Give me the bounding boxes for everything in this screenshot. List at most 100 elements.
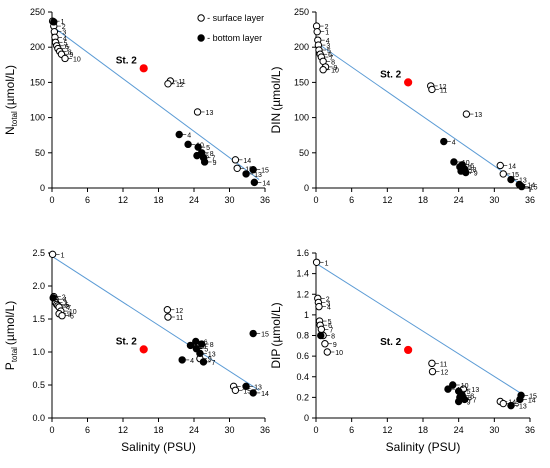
point-label: 12 [176, 82, 184, 89]
surface-layer-point [318, 326, 324, 332]
y-tick-label: 1.6 [296, 248, 309, 258]
y-axis-title-unit: (µmol/L) [269, 67, 283, 111]
x-tick-label: 6 [349, 425, 354, 435]
trend-line [316, 42, 524, 186]
station-label: St. 2 [116, 55, 138, 66]
x-tick-label: 30 [224, 425, 234, 435]
x-tick-label: 0 [313, 425, 318, 435]
y-tick-label: 0 [40, 183, 45, 193]
y-tick-label: 1.5 [32, 314, 45, 324]
y-axis-title-main: DIN [269, 113, 283, 134]
bottom-layer-point [318, 332, 324, 338]
surface-layer-point [164, 307, 170, 313]
y-tick-label: 1.2 [296, 289, 309, 299]
x-tick-label: 36 [260, 195, 270, 205]
y-tick-label: 0.4 [296, 372, 309, 382]
x-tick-label: 24 [454, 425, 464, 435]
y-tick-label: 1.0 [32, 347, 45, 357]
bottom-layer-point [451, 159, 457, 165]
point-label: 10 [73, 56, 81, 63]
x-tick-label: 24 [454, 195, 464, 205]
legend: - surface layer- bottom layer [198, 13, 264, 43]
surface-layer-point [62, 55, 68, 61]
surface-layer-point [59, 313, 65, 319]
y-tick-label: 2.5 [32, 248, 45, 258]
y-axis-title-sub: total [10, 347, 19, 362]
point-label: 11 [440, 87, 447, 94]
point-label: 9 [474, 171, 478, 178]
bottom-layer-point [250, 330, 256, 336]
x-tick-label: 18 [153, 195, 163, 205]
chart-panel: 0 6 12 18 24 30 360.00.51.01.52.02.5Ptotal(µmo… [3, 248, 270, 454]
legend-surface-marker [198, 15, 204, 21]
y-tick-label: 1 [304, 310, 309, 320]
trend-line [316, 263, 524, 395]
x-tick-label: 36 [525, 425, 535, 435]
point-label: 9 [213, 160, 217, 167]
point-label: 9 [333, 342, 337, 349]
y-tick-label: 100 [294, 113, 309, 123]
y-axis-title-main: P [3, 362, 17, 370]
y-axis-title-unit: (µmol/L) [3, 301, 17, 345]
bottom-layer-point [194, 152, 200, 158]
y-tick-label: 200 [30, 42, 45, 52]
point-label: 11 [176, 315, 183, 322]
point-label: 10 [335, 350, 343, 357]
point-label: 13 [206, 110, 214, 117]
surface-layer-point [500, 171, 506, 177]
bottom-layer-point [517, 396, 523, 402]
y-tick-label: 150 [30, 77, 45, 87]
y-tick-label: 250 [30, 7, 45, 17]
station-label: St. 2 [380, 337, 402, 348]
surface-layer-point [232, 157, 238, 163]
x-tick-label: 30 [489, 195, 499, 205]
x-tick-label: 36 [260, 425, 270, 435]
point-label: 8 [210, 342, 214, 349]
bottom-layer-point [176, 131, 182, 137]
y-tick-label: 0.0 [32, 413, 45, 423]
bottom-layer-point [243, 171, 249, 177]
point-label: 10 [331, 68, 339, 75]
x-tick-label: 12 [382, 425, 392, 435]
y-axis-title-sub: total [10, 111, 19, 126]
x-tick-label: 18 [418, 425, 428, 435]
x-tick-label: 18 [418, 195, 428, 205]
surface-layer-point [314, 29, 320, 35]
y-axis-title: Ptotal (µmol/L) [3, 301, 19, 370]
surface-layer-point [194, 109, 200, 115]
y-tick-label: 1.4 [296, 269, 309, 279]
point-label: 15 [261, 168, 269, 175]
y-axis-title-main: N [3, 126, 17, 135]
point-label: 13 [208, 351, 216, 358]
surface-layer-point [429, 368, 435, 374]
point-label: 14 [243, 158, 251, 165]
y-tick-label: 200 [294, 42, 309, 52]
point-label: 4 [190, 358, 194, 365]
x-tick-label: 12 [382, 195, 392, 205]
y-axis-title-unit: (µmol/L) [269, 302, 283, 346]
point-label: 13 [254, 172, 262, 179]
legend-item-label: - bottom layer [207, 33, 262, 43]
surface-layer-point [234, 165, 240, 171]
bottom-layer-point [51, 19, 57, 25]
surface-layer-point [500, 400, 506, 406]
bottom-layer-point [450, 382, 456, 388]
x-tick-label: 6 [85, 195, 90, 205]
point-label: 8 [331, 334, 335, 341]
point-label: 4 [327, 305, 331, 312]
x-tick-label: 36 [525, 195, 535, 205]
x-tick-label: 6 [349, 195, 354, 205]
y-axis-title: DIN (µmol/L) [269, 67, 283, 134]
x-tick-label: 12 [118, 425, 128, 435]
point-label: 15 [530, 185, 538, 192]
station-point [405, 346, 412, 353]
point-label: 1 [61, 252, 65, 259]
point-label: 9 [467, 400, 471, 407]
chart-panel: 0 6 12 18 24 30 36050100150200250Ntotal(µmol/L… [3, 7, 270, 205]
bottom-layer-point [508, 402, 514, 408]
x-tick-label: 30 [224, 195, 234, 205]
station-label: St. 2 [380, 69, 402, 80]
y-axis-title-main: DIP [269, 349, 283, 369]
x-axis-title: Salinity (PSU) [386, 440, 461, 454]
point-label: 11 [440, 361, 447, 368]
